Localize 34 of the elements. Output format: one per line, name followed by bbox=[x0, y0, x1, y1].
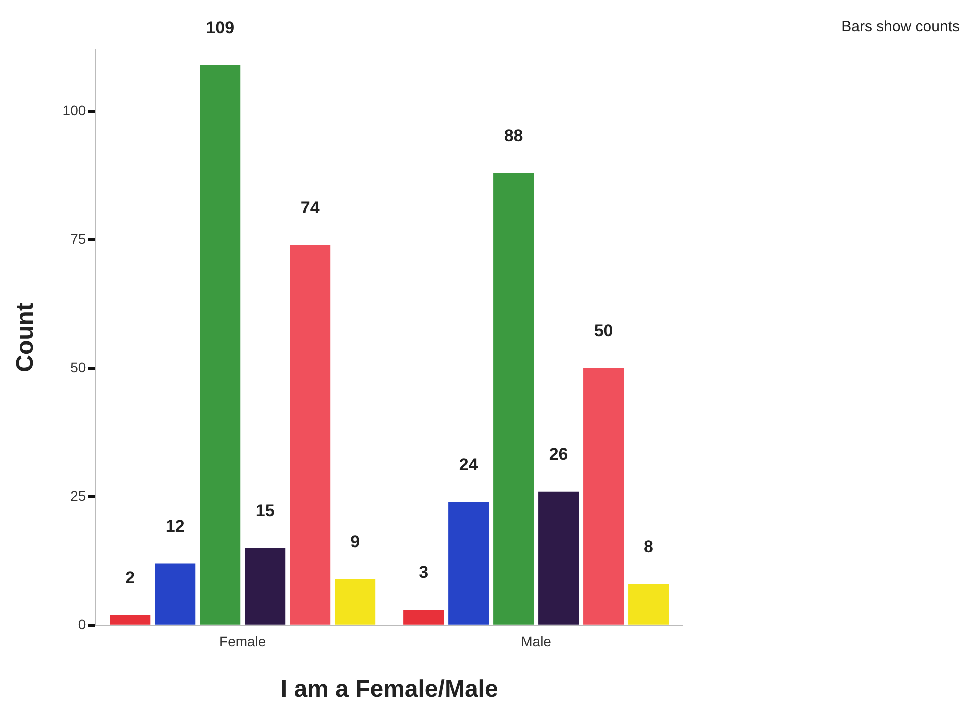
bar bbox=[494, 173, 534, 625]
data-label: 12 bbox=[166, 516, 185, 536]
y-tick-label: 0 bbox=[78, 616, 86, 632]
data-label: 26 bbox=[549, 445, 568, 464]
bar bbox=[628, 584, 670, 625]
bar bbox=[290, 245, 331, 625]
data-label: 9 bbox=[350, 532, 360, 552]
text: Bars show counts bbox=[842, 18, 960, 36]
data-label: 8 bbox=[644, 537, 654, 556]
data-label: 3 bbox=[419, 563, 429, 582]
bar bbox=[448, 502, 490, 625]
data-label: 50 bbox=[594, 322, 614, 341]
data-label: 15 bbox=[256, 502, 275, 521]
bar bbox=[155, 564, 196, 625]
data-label: 24 bbox=[459, 455, 479, 474]
bar bbox=[538, 492, 580, 625]
y-tick-label: 100 bbox=[62, 102, 86, 119]
x-axis-title: I am a Female/Male bbox=[280, 676, 498, 704]
bar bbox=[200, 65, 241, 625]
x-tick-label: Male bbox=[521, 634, 552, 650]
data-label: 109 bbox=[206, 18, 235, 38]
bar bbox=[584, 368, 624, 625]
y-axis-title: Count bbox=[12, 303, 40, 372]
y-tick-label: 50 bbox=[70, 359, 86, 376]
x-tick-label: Female bbox=[220, 634, 266, 650]
bar bbox=[245, 548, 286, 625]
data-label: 2 bbox=[126, 568, 136, 588]
data-label: 74 bbox=[300, 198, 320, 218]
y-tick-label: 75 bbox=[70, 230, 86, 247]
y-tick-label: 25 bbox=[70, 488, 86, 504]
data-label: 88 bbox=[504, 126, 524, 146]
bar bbox=[404, 610, 444, 625]
bar bbox=[110, 615, 151, 625]
bar bbox=[335, 579, 376, 625]
